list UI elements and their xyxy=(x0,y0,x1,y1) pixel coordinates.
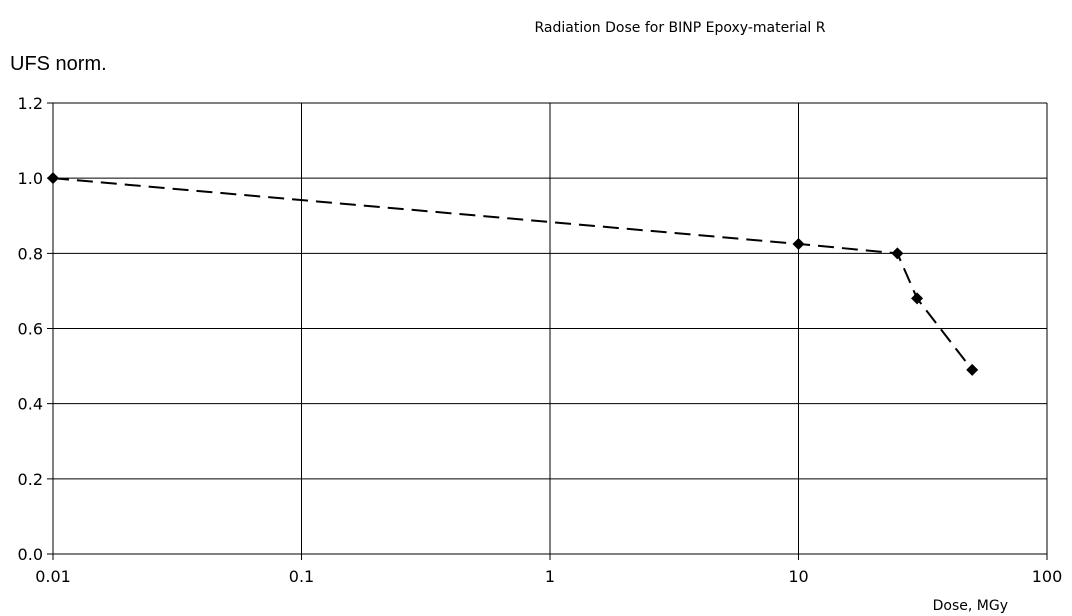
y-tick-label: 0.6 xyxy=(18,320,43,339)
y-tick-label: 1.0 xyxy=(18,169,43,188)
x-axis-label: Dose, MGy xyxy=(933,598,1008,614)
data-point-marker xyxy=(47,172,59,185)
data-point-marker xyxy=(792,237,805,250)
data-point-marker xyxy=(911,292,924,305)
x-tick-label: 1 xyxy=(545,567,555,586)
y-axis-label: UFS norm. xyxy=(10,53,107,75)
data-point-marker xyxy=(891,247,904,260)
x-tick-label: 10 xyxy=(788,567,808,586)
series xyxy=(47,172,979,376)
x-tick-label: 100 xyxy=(1032,567,1063,586)
x-tick-label: 0.01 xyxy=(35,567,71,586)
chart-title: Radiation Dose for BINP Epoxy-material R xyxy=(535,20,826,36)
y-tick-label: 0.8 xyxy=(18,244,43,263)
x-tick-label: 0.1 xyxy=(289,567,314,586)
tick-labels: 0.01 0.1 1 10 100 0.0 0.2 0.4 0.6 0.8 1.0 1.2 xyxy=(18,94,1063,586)
grid xyxy=(47,102,1048,560)
y-tick-label: 0.4 xyxy=(18,395,43,414)
data-point-marker xyxy=(966,363,979,376)
series-line xyxy=(52,177,973,371)
y-tick-label: 1.2 xyxy=(18,94,43,113)
y-tick-label: 0.2 xyxy=(18,470,43,489)
y-tick-label: 0.0 xyxy=(18,545,43,564)
